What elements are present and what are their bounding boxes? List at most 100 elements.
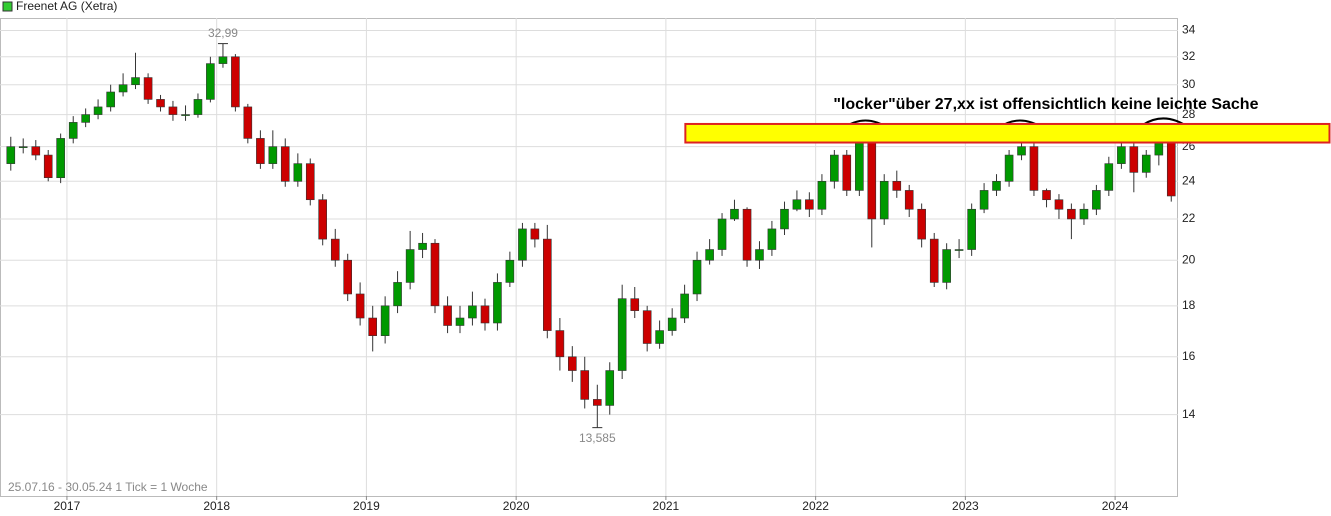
candle-body	[967, 208, 976, 250]
candle-body	[593, 399, 602, 406]
candle-body	[555, 330, 565, 358]
candle-body	[879, 181, 889, 220]
candle-body	[892, 181, 902, 191]
candle-body	[855, 138, 864, 191]
plot-frame	[0, 18, 1178, 497]
candle-body	[231, 56, 240, 108]
candle-body	[443, 305, 452, 326]
x-tick-label: 2024	[1102, 499, 1129, 513]
candle-body	[929, 238, 939, 283]
candle-body	[455, 317, 465, 326]
candle-body	[655, 330, 664, 344]
candle-body	[530, 228, 540, 240]
comment-text: "locker"über 27,xx ist offensichtlich ke…	[833, 96, 1258, 113]
candle-body	[56, 138, 65, 179]
candle-body	[730, 208, 739, 220]
x-tick-label: 2020	[503, 499, 530, 513]
candle-body	[218, 56, 228, 64]
candle-body	[1017, 146, 1026, 156]
candle-body	[580, 370, 590, 400]
candle-body	[617, 298, 627, 371]
candle-body	[493, 282, 502, 324]
y-tick-label: 32	[1182, 49, 1196, 63]
candle-body	[193, 99, 203, 115]
candle-body	[480, 305, 490, 324]
candle-body	[705, 249, 714, 261]
x-tick-label: 2021	[653, 499, 680, 513]
candle-body	[93, 106, 103, 115]
candle-body	[954, 249, 964, 251]
candle-body	[742, 208, 752, 261]
candle-body	[181, 114, 190, 116]
footer: 25.07.16 - 30.05.24 1 Tick = 1 Woche	[8, 480, 208, 494]
candle-body	[867, 138, 877, 220]
extreme-label: 32,99	[208, 26, 238, 40]
candle-body	[1067, 208, 1076, 220]
candle-body	[667, 317, 677, 331]
candle-body	[1092, 190, 1101, 210]
legend-swatch	[2, 1, 13, 12]
highlight-band	[684, 122, 1331, 144]
candle-body	[1104, 163, 1114, 191]
candle-body	[568, 356, 577, 371]
candle-body	[1166, 138, 1176, 197]
candle-body	[43, 154, 53, 179]
candle-body	[81, 114, 90, 123]
y-tick-label: 22	[1182, 211, 1196, 225]
candle-body	[405, 249, 415, 283]
candle-body	[318, 199, 327, 240]
candle-body	[830, 154, 839, 182]
candle-body	[1141, 154, 1151, 173]
y-tick-label: 20	[1182, 252, 1196, 266]
candle-body	[542, 238, 552, 331]
candle-body	[717, 218, 727, 250]
candle-body	[842, 154, 852, 191]
candle-body	[1129, 146, 1139, 173]
candle-body	[792, 199, 802, 210]
candle-body	[979, 190, 989, 210]
candle-body	[31, 146, 41, 156]
x-tick-label: 2019	[353, 499, 380, 513]
candle-body	[1004, 154, 1014, 182]
candle-body	[1079, 208, 1089, 220]
candle-body	[206, 63, 215, 100]
candle-body	[68, 122, 78, 139]
y-tick-label: 30	[1182, 77, 1196, 91]
candle-body	[505, 259, 515, 283]
candle-body	[6, 146, 16, 164]
candle-body	[18, 146, 28, 148]
candle-body	[280, 146, 290, 182]
candle-body	[605, 370, 615, 406]
candle-body	[1029, 146, 1039, 191]
candle-body	[256, 138, 265, 164]
y-tick-label: 16	[1182, 349, 1196, 363]
candle-body	[1054, 199, 1064, 210]
candle-body	[418, 242, 427, 250]
candle-body	[243, 106, 253, 139]
candle-body	[518, 228, 527, 261]
extreme-label: 13,585	[579, 431, 616, 445]
candle-body	[343, 259, 352, 295]
x-tick-label: 2022	[802, 499, 829, 513]
candle-body	[368, 317, 378, 336]
candle-body	[118, 84, 128, 93]
candle-body	[780, 208, 789, 230]
legend-label: Freenet AG (Xetra)	[16, 0, 117, 13]
candle-body	[268, 146, 278, 164]
candle-body	[1117, 146, 1126, 164]
y-tick-label: 18	[1182, 298, 1196, 312]
x-tick-label: 2018	[203, 499, 230, 513]
candle-body	[992, 181, 1001, 191]
y-tick-label: 34	[1182, 23, 1196, 37]
candle-body	[305, 163, 315, 201]
candle-body	[330, 238, 340, 261]
y-tick-label: 24	[1182, 173, 1196, 187]
candle-body	[767, 228, 777, 250]
candle-body	[156, 99, 165, 108]
x-tick-label: 2017	[54, 499, 81, 513]
candle-body	[642, 310, 652, 344]
candle-body	[106, 91, 115, 108]
candle-body	[143, 77, 153, 100]
candle-body	[393, 282, 402, 307]
